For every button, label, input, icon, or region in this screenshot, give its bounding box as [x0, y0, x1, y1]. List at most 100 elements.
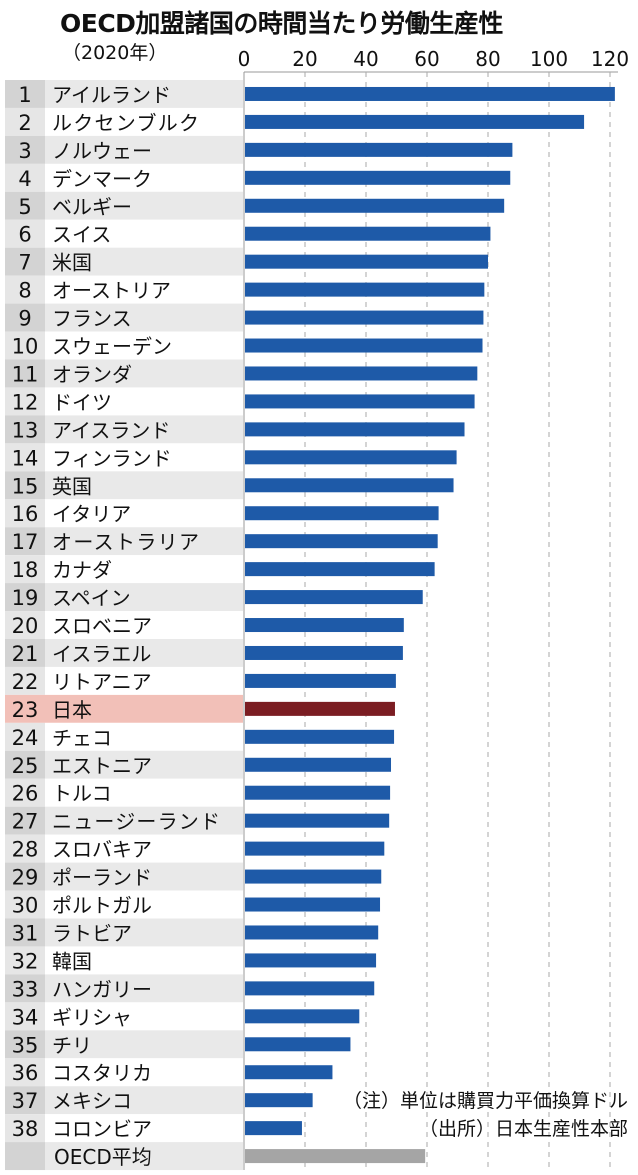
- name-cell: [45, 555, 243, 584]
- category-label: ポーランド: [52, 866, 152, 890]
- rank-label: 33: [12, 977, 39, 1001]
- rank-label: 22: [12, 670, 39, 694]
- rank-label: 32: [12, 949, 39, 973]
- bar: [245, 841, 385, 856]
- rank-cell: [5, 499, 45, 528]
- name-cell: [45, 303, 243, 332]
- rank-cell: [5, 247, 45, 276]
- rank-cell: [5, 135, 45, 164]
- name-cell: [45, 359, 243, 388]
- x-tick-label: 40: [353, 47, 378, 71]
- name-cell: [45, 107, 243, 136]
- rank-cell: [5, 191, 45, 220]
- name-cell: [45, 611, 243, 639]
- rank-cell: [5, 666, 45, 695]
- category-label: フランス: [52, 307, 132, 331]
- name-cell: [45, 639, 243, 667]
- rank-label: 21: [12, 642, 39, 666]
- x-tick-label: 120: [591, 47, 629, 71]
- rank-cell: [5, 946, 45, 975]
- rank-cell: [5, 107, 45, 136]
- bar: [245, 226, 491, 241]
- rank-cell: [5, 694, 45, 723]
- rank-label: 14: [12, 446, 39, 470]
- category-label: イスラエル: [52, 642, 151, 666]
- category-label: OECD平均: [54, 1145, 152, 1169]
- rank-cell: [5, 359, 45, 388]
- bar: [245, 254, 488, 269]
- x-tick-label: 20: [292, 47, 317, 71]
- rank-label: 31: [12, 921, 39, 945]
- bar: [245, 981, 375, 996]
- x-tick-label: 100: [530, 47, 568, 71]
- bar: [245, 422, 465, 437]
- category-label: スロバキア: [52, 838, 152, 862]
- category-label: スロベニア: [52, 614, 152, 638]
- rank-label: 3: [18, 139, 31, 163]
- bar: [245, 701, 395, 716]
- rank-label: 5: [18, 195, 31, 219]
- rank-cell: [5, 974, 45, 1003]
- rank-cell: [5, 387, 45, 416]
- rank-cell: [5, 890, 45, 919]
- bar: [245, 198, 505, 213]
- bar: [245, 338, 483, 353]
- rank-cell: [5, 163, 45, 192]
- category-label: ルクセンブルク: [52, 111, 199, 135]
- category-label: オーストリア: [52, 279, 171, 303]
- rank-cell: [5, 1058, 45, 1087]
- rank-label: 23: [12, 698, 39, 722]
- bar: [245, 562, 435, 577]
- category-label: ニュージーランド: [52, 810, 220, 834]
- name-cell: [45, 1142, 243, 1171]
- rank-label: 10: [12, 335, 39, 359]
- bar: [245, 310, 484, 325]
- category-label: トルコ: [52, 782, 112, 806]
- bar: [245, 869, 382, 884]
- name-cell: [45, 583, 243, 612]
- bar: [245, 478, 454, 493]
- name-cell: [45, 247, 243, 276]
- bar: [245, 394, 475, 409]
- x-tick-label: 60: [414, 47, 439, 71]
- bar: [245, 897, 381, 912]
- rank-label: 16: [12, 502, 39, 526]
- bar: [245, 450, 457, 465]
- category-label: チェコ: [52, 726, 112, 750]
- name-cell: [45, 415, 243, 444]
- category-label: アイスランド: [52, 418, 170, 442]
- name-cell: [45, 974, 243, 1003]
- category-label: オランダ: [52, 362, 132, 386]
- name-cell: [45, 1002, 243, 1031]
- rank-cell: [5, 1142, 45, 1171]
- category-label: ドイツ: [52, 390, 112, 414]
- category-label: メキシコ: [52, 1089, 132, 1113]
- rank-label: 36: [12, 1061, 39, 1085]
- rank-label: 26: [12, 782, 39, 806]
- name-cell: [45, 890, 243, 919]
- bar: [245, 1093, 313, 1108]
- rank-cell: [5, 275, 45, 304]
- rank-cell: [5, 918, 45, 947]
- rank-label: 13: [12, 418, 39, 442]
- category-label: チリ: [52, 1033, 92, 1057]
- name-cell: [45, 694, 243, 723]
- bar: [245, 114, 585, 129]
- rank-cell: [5, 1030, 45, 1059]
- rank-label: 18: [12, 558, 39, 582]
- bar: [245, 534, 438, 549]
- rank-cell: [5, 471, 45, 500]
- bar: [245, 1149, 426, 1164]
- rank-label: 28: [12, 838, 39, 862]
- note-unit: （注）単位は購買力平価換算ドル: [342, 1090, 628, 1112]
- category-label: スイス: [52, 223, 111, 247]
- rank-label: 29: [12, 866, 39, 890]
- rank-cell: [5, 415, 45, 444]
- rank-label: 24: [12, 726, 39, 750]
- name-cell: [45, 778, 243, 807]
- bar: [245, 757, 392, 772]
- rank-cell: [5, 611, 45, 639]
- category-label: カナダ: [52, 558, 112, 582]
- category-label: スペイン: [52, 586, 131, 610]
- name-cell: [45, 191, 243, 220]
